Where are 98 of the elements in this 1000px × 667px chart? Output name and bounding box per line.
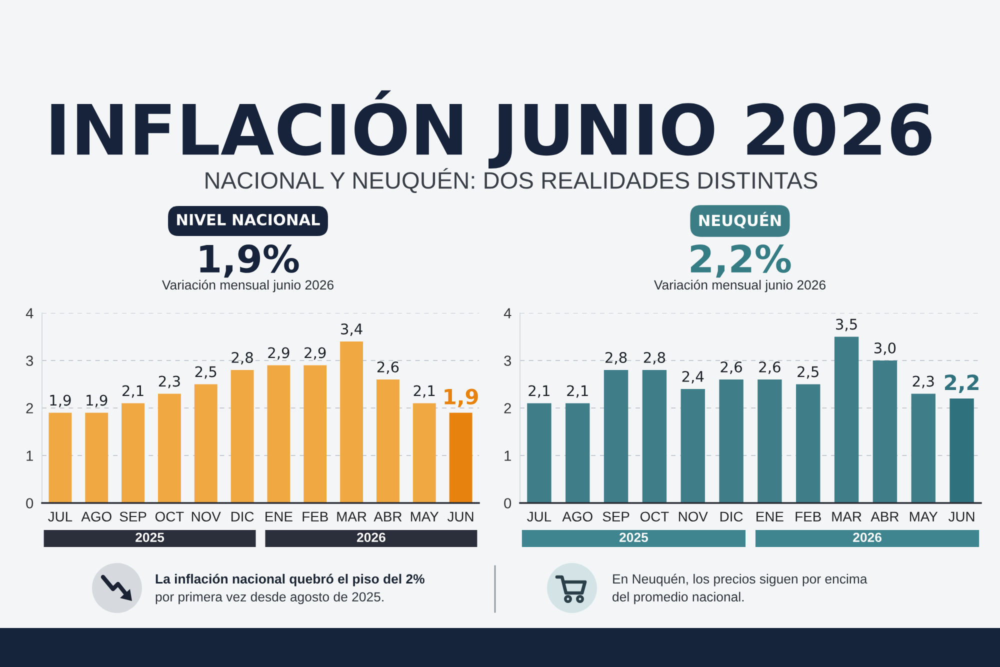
data-label: 2,8: [644, 352, 666, 364]
y-tick-label: 0: [26, 498, 34, 508]
text: La inflación nacional quebró el piso del 2%: [156, 574, 424, 586]
data-label: 2,3: [158, 376, 180, 388]
bar: [412, 403, 436, 503]
bar: [758, 380, 782, 503]
x-tick-label: AGO: [81, 512, 112, 522]
bar: [230, 370, 254, 503]
data-label: 2,6: [377, 361, 399, 374]
bar: [376, 380, 400, 503]
bar: [872, 360, 898, 503]
text: del promedio nacional.: [612, 592, 744, 604]
x-tick-label: ENE: [266, 512, 292, 522]
y-tick-label: 4: [504, 308, 512, 318]
x-tick-label: NOV: [192, 512, 221, 522]
bar: [834, 336, 859, 503]
data-label: 2,3: [912, 376, 934, 388]
y-tick-label: 0: [504, 498, 512, 508]
x-tick-label: MAR: [832, 512, 862, 522]
data-label: 3,0: [874, 342, 896, 355]
x-tick-label: SEP: [120, 512, 146, 522]
x-tick-label: ENE: [756, 512, 784, 522]
bar: [527, 403, 552, 503]
x-tick-label: NOV: [678, 512, 708, 522]
x-tick-label: JUN: [948, 512, 974, 522]
bar: [604, 370, 628, 503]
bar: [449, 412, 472, 503]
bar: [566, 403, 590, 503]
text: 1,9%: [200, 244, 299, 278]
bar: [950, 398, 974, 503]
data-label: 2,2: [944, 374, 978, 393]
bar: [85, 412, 108, 503]
data-label: 1,9: [50, 394, 71, 408]
x-tick-label: MAY: [910, 512, 938, 522]
bar: [48, 412, 72, 503]
data-label: 2,9: [268, 347, 290, 360]
x-tick-label: JUL: [48, 512, 72, 522]
y-tick-label: 4: [26, 308, 34, 318]
x-tick-label: ABR: [870, 512, 899, 522]
data-label: 2,1: [414, 385, 435, 398]
bar: [642, 370, 667, 503]
x-tick-label: JUN: [448, 512, 474, 522]
data-label: 2,1: [567, 385, 588, 398]
text: En Neuquén, los precios siguen por encima: [613, 574, 868, 586]
text: INFLACIÓN JUNIO 2026: [51, 90, 932, 169]
x-tick-label: OCT: [155, 512, 184, 522]
data-label: 2,9: [304, 347, 326, 360]
x-tick-label: AGO: [562, 512, 592, 522]
data-label: 2,6: [759, 361, 780, 374]
data-label: 2,8: [606, 352, 627, 364]
x-tick-label: SEP: [602, 512, 630, 522]
x-tick-label: FEB: [796, 512, 821, 522]
text: 2026: [356, 532, 386, 542]
text: 2026: [853, 532, 882, 542]
y-tick-label: 3: [26, 356, 34, 366]
bar: [158, 394, 181, 503]
data-label: 2,5: [798, 366, 818, 379]
data-label: 3,4: [341, 323, 362, 336]
data-label: 2,1: [528, 385, 550, 398]
x-tick-label: DIC: [720, 512, 743, 522]
y-tick-label: 2: [26, 403, 33, 414]
bar: [796, 384, 820, 503]
y-tick-label: 1: [504, 450, 511, 461]
bar: [194, 384, 218, 503]
x-tick-label: OCT: [640, 512, 669, 522]
text: NACIONAL Y NEUQUÉN: DOS REALIDADES DISTINTAS: [206, 168, 818, 194]
bar: [304, 365, 327, 503]
data-label: 2,6: [720, 361, 742, 374]
x-tick-label: FEB: [302, 512, 328, 522]
bar: [911, 394, 936, 503]
data-label: 2,1: [122, 385, 144, 398]
text: Variación mensual junio 2026: [654, 280, 826, 292]
x-tick-label: DIC: [231, 512, 254, 522]
bar: [719, 380, 744, 503]
x-tick-label: JUL: [527, 512, 552, 522]
chart-title: NEUQUÉN: [699, 212, 781, 228]
data-label: 2,4: [682, 370, 704, 384]
bar: [680, 389, 705, 503]
data-label: 1,9: [444, 388, 478, 408]
text: 2,2%: [690, 244, 791, 278]
bar: [267, 365, 290, 503]
bar: [122, 403, 145, 503]
y-tick-label: 2: [504, 403, 511, 414]
y-tick-label: 3: [504, 356, 512, 366]
text: por primera vez desde agosto de 2025.: [156, 592, 384, 604]
x-tick-label: ABR: [374, 512, 402, 522]
x-tick-label: MAR: [337, 512, 366, 522]
bar: [340, 342, 364, 503]
data-label: 2,8: [232, 352, 253, 364]
x-tick-label: MAY: [410, 512, 439, 522]
data-label: 3,5: [836, 318, 857, 332]
chart-title: NIVEL NACIONAL: [177, 214, 320, 226]
text: 2025: [619, 532, 648, 542]
y-tick-label: 1: [26, 450, 33, 461]
data-label: 2,5: [195, 366, 216, 379]
data-label: 1,9: [86, 394, 108, 408]
text: Variación mensual junio 2026: [162, 280, 334, 292]
text: 2025: [136, 532, 164, 542]
